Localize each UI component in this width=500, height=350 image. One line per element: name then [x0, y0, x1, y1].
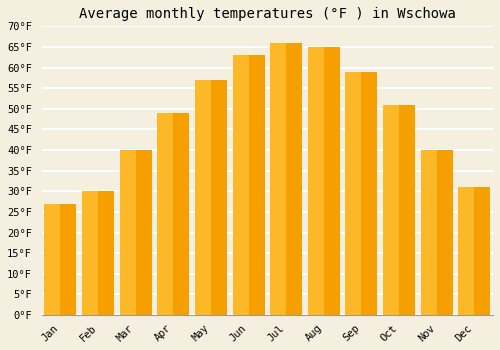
Bar	[270, 43, 302, 315]
Bar	[82, 191, 114, 315]
FancyBboxPatch shape	[286, 43, 302, 315]
Bar	[383, 105, 415, 315]
FancyBboxPatch shape	[98, 191, 114, 315]
FancyBboxPatch shape	[436, 150, 452, 315]
Bar	[158, 113, 190, 315]
Bar	[44, 204, 76, 315]
Bar	[120, 150, 152, 315]
FancyBboxPatch shape	[474, 187, 490, 315]
Bar	[346, 72, 378, 315]
Bar	[458, 187, 490, 315]
FancyBboxPatch shape	[248, 55, 264, 315]
FancyBboxPatch shape	[60, 204, 76, 315]
FancyBboxPatch shape	[211, 80, 227, 315]
FancyBboxPatch shape	[136, 150, 152, 315]
FancyBboxPatch shape	[174, 113, 190, 315]
Bar	[195, 80, 227, 315]
Bar	[420, 150, 452, 315]
FancyBboxPatch shape	[399, 105, 415, 315]
Title: Average monthly temperatures (°F ) in Wschowa: Average monthly temperatures (°F ) in Ws…	[79, 7, 456, 21]
Bar	[308, 47, 340, 315]
FancyBboxPatch shape	[362, 72, 378, 315]
FancyBboxPatch shape	[324, 47, 340, 315]
Bar	[232, 55, 264, 315]
